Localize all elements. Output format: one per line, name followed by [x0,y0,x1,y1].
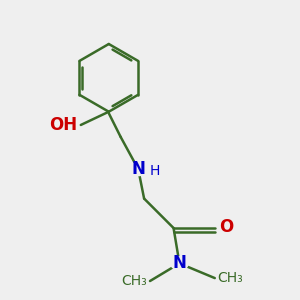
Text: N: N [172,254,186,272]
Text: N: N [131,160,145,178]
Ellipse shape [171,257,188,270]
Text: CH₃: CH₃ [218,271,244,285]
Text: OH: OH [49,116,77,134]
Text: CH₃: CH₃ [121,274,147,288]
Text: O: O [219,218,233,236]
Text: H: H [149,164,160,178]
Ellipse shape [129,163,147,176]
